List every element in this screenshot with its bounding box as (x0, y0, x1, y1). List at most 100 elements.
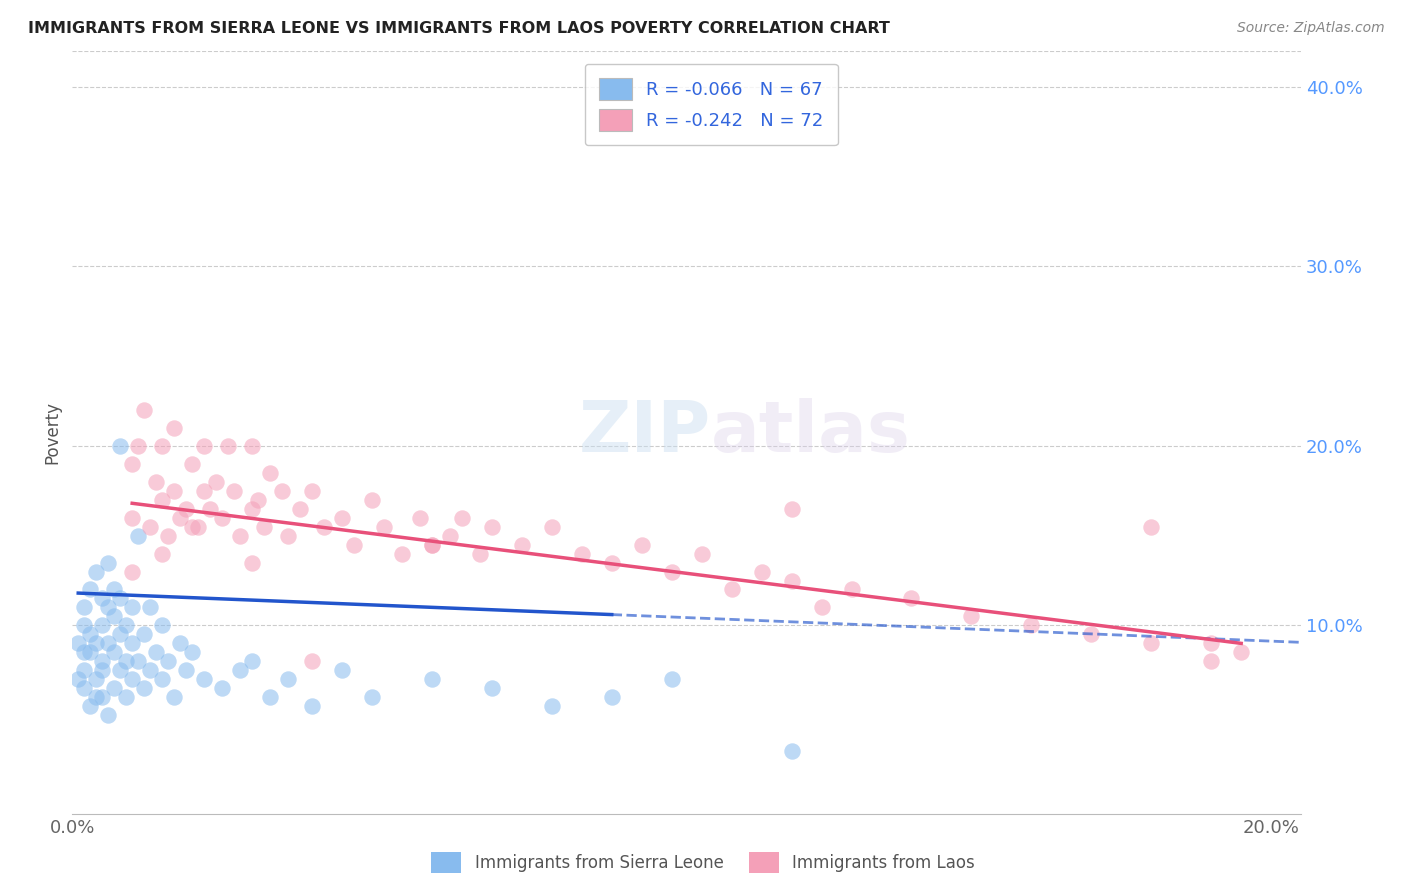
Point (73, 681, 96, 696)
Point (661, 673, 683, 687)
Point (330, 663, 353, 677)
Point (1230, 645, 1253, 659)
Point (150, 547, 173, 561)
Point (134, 681, 156, 696)
Point (84, 673, 107, 687)
Point (73, 618, 96, 632)
Point (157, 528, 180, 542)
Point (510, 538, 533, 552)
Text: atlas: atlas (711, 398, 911, 467)
Point (240, 556, 263, 570)
Point (139, 519, 162, 533)
Point (103, 582, 125, 597)
Point (163, 421, 186, 435)
Point (312, 519, 335, 533)
Point (720, 582, 742, 597)
Point (1140, 636, 1163, 650)
Point (84, 565, 107, 579)
Point (121, 565, 143, 579)
Point (108, 663, 131, 677)
Point (259, 690, 281, 705)
Point (73, 663, 96, 677)
Point (150, 618, 173, 632)
Text: ZIP: ZIP (579, 398, 711, 467)
Point (181, 645, 204, 659)
Point (193, 673, 215, 687)
Point (91, 618, 114, 632)
Point (139, 600, 162, 615)
Point (134, 403, 156, 417)
Point (301, 483, 323, 498)
Point (108, 439, 131, 453)
Point (330, 510, 353, 524)
Point (841, 582, 863, 597)
Point (157, 654, 180, 668)
Y-axis label: Poverty: Poverty (44, 401, 60, 464)
Point (780, 501, 803, 516)
Point (247, 492, 270, 507)
Point (439, 528, 461, 542)
Point (79, 627, 101, 641)
Point (540, 699, 562, 714)
Point (145, 645, 167, 659)
Point (211, 510, 233, 524)
Point (259, 466, 281, 480)
Point (451, 510, 474, 524)
Point (181, 519, 204, 533)
Point (288, 501, 311, 516)
Point (121, 510, 143, 524)
Point (193, 439, 215, 453)
Point (277, 673, 299, 687)
Point (127, 654, 149, 668)
Point (217, 439, 239, 453)
Point (391, 547, 413, 561)
Point (127, 528, 149, 542)
Point (540, 519, 562, 533)
Point (198, 501, 221, 516)
Point (91, 654, 114, 668)
Point (1199, 654, 1222, 668)
Point (481, 519, 503, 533)
Point (115, 690, 138, 705)
Point (253, 519, 276, 533)
Point (301, 699, 323, 714)
Point (373, 519, 395, 533)
Point (150, 492, 173, 507)
Text: Source: ZipAtlas.com: Source: ZipAtlas.com (1237, 21, 1385, 35)
Point (277, 528, 299, 542)
Point (187, 519, 209, 533)
Point (145, 475, 167, 489)
Point (97, 600, 120, 615)
Point (150, 673, 173, 687)
Point (1140, 519, 1163, 533)
Point (108, 627, 131, 641)
Point (121, 457, 143, 471)
Point (571, 547, 593, 561)
Point (481, 681, 503, 696)
Point (960, 609, 983, 624)
Point (67, 636, 90, 650)
Point (103, 645, 125, 659)
Point (150, 439, 173, 453)
Point (409, 510, 432, 524)
Point (91, 663, 114, 677)
Point (84, 690, 107, 705)
Point (103, 609, 125, 624)
Point (79, 582, 101, 597)
Point (1021, 618, 1043, 632)
Point (73, 645, 96, 659)
Point (690, 547, 713, 561)
Point (115, 654, 138, 668)
Point (134, 627, 156, 641)
Point (661, 565, 683, 579)
Point (121, 600, 143, 615)
Point (900, 591, 922, 606)
Point (780, 744, 803, 758)
Point (361, 492, 384, 507)
Point (810, 600, 832, 615)
Point (600, 690, 623, 705)
Point (97, 556, 120, 570)
Point (468, 547, 491, 561)
Point (84, 636, 107, 650)
Point (361, 690, 384, 705)
